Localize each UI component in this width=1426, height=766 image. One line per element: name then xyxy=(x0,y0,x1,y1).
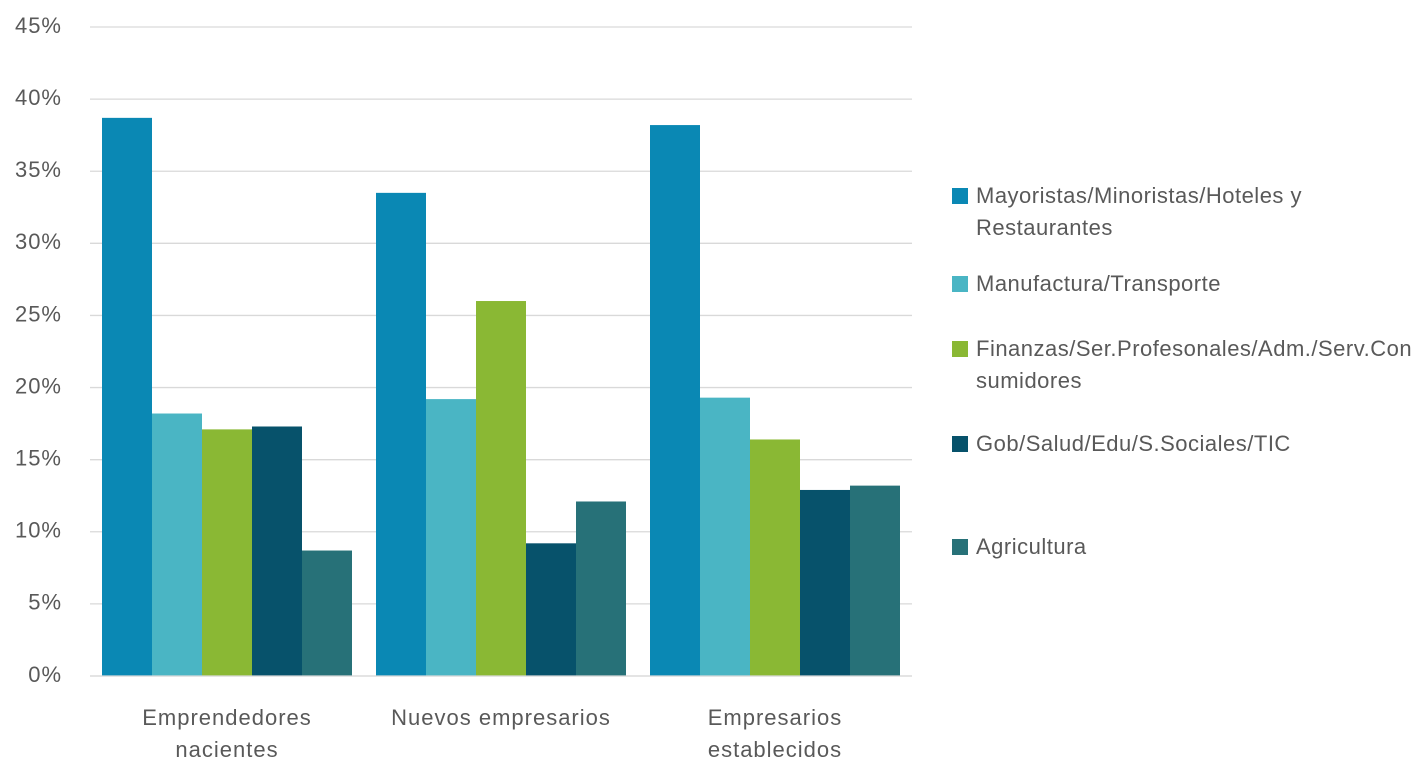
legend-swatch xyxy=(952,436,968,452)
legend-label: Mayoristas/Minoristas/Hoteles y Restaura… xyxy=(976,183,1303,240)
bar xyxy=(302,550,352,676)
legend-entry: Mayoristas/Minoristas/Hoteles y Restaura… xyxy=(952,180,1422,244)
bar xyxy=(750,439,800,676)
y-tick-label: 0% xyxy=(28,662,62,687)
legend-swatch xyxy=(952,276,968,292)
bar xyxy=(152,413,202,676)
y-tick-label: 15% xyxy=(15,445,62,470)
y-tick-label: 20% xyxy=(15,373,62,398)
legend-swatch xyxy=(952,539,968,555)
x-tick-label: Nuevos empresarios xyxy=(391,705,611,730)
bar xyxy=(476,301,526,676)
bar xyxy=(526,543,576,676)
legend-label: Manufactura/Transporte xyxy=(976,271,1221,296)
y-tick-label: 25% xyxy=(15,301,62,326)
bar xyxy=(576,501,626,676)
y-tick-label: 45% xyxy=(15,13,62,38)
bar xyxy=(252,426,302,676)
legend-entry: Agricultura xyxy=(952,531,1422,563)
y-tick-label: 10% xyxy=(15,518,62,543)
legend-swatch xyxy=(952,341,968,357)
y-tick-label: 30% xyxy=(15,229,62,254)
legend-label: Gob/Salud/Edu/S.Sociales/TIC xyxy=(976,431,1291,456)
bar xyxy=(376,192,426,676)
y-tick-label: 35% xyxy=(15,157,62,182)
y-tick-label: 40% xyxy=(15,85,62,110)
bar xyxy=(850,485,900,676)
bar xyxy=(800,489,850,676)
y-tick-label: 5% xyxy=(28,590,62,615)
legend-entry: Manufactura/Transporte xyxy=(952,268,1422,300)
bar xyxy=(650,125,700,677)
bar xyxy=(102,117,152,677)
legend-swatch xyxy=(952,188,968,204)
bar xyxy=(202,429,252,676)
bar xyxy=(700,397,750,676)
x-tick-label: Emprendedores nacientes xyxy=(142,705,312,762)
legend-label: Agricultura xyxy=(976,534,1087,559)
bar xyxy=(426,399,476,676)
legend-entry: Gob/Salud/Edu/S.Sociales/TIC xyxy=(952,428,1422,460)
legend-label: Finanzas/Ser.Profesonales/Adm./Serv.Cons… xyxy=(976,336,1413,393)
legend-entry: Finanzas/Ser.Profesonales/Adm./Serv.Cons… xyxy=(952,333,1422,397)
x-tick-label: Empresarios establecidos xyxy=(707,705,843,762)
